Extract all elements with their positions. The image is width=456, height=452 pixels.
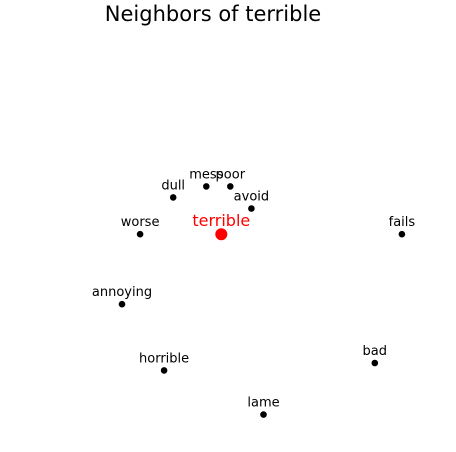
label-poor: poor [216, 167, 246, 182]
label-bad: bad [363, 344, 387, 359]
point-fails [398, 230, 406, 238]
label-worse: worse [121, 215, 160, 230]
point-dull [169, 194, 177, 201]
point-avoid [248, 205, 255, 212]
label-horrible: horrible [139, 351, 189, 366]
point-horrible [160, 367, 168, 374]
label-annoying: annoying [92, 285, 152, 300]
point-bad [371, 359, 379, 367]
label-avoid: avoid [234, 190, 269, 205]
label-mess: mess [189, 167, 223, 182]
target-label: terrible [192, 211, 250, 230]
label-fails: fails [389, 215, 416, 230]
label-lame: lame [247, 396, 279, 411]
target-point [215, 228, 228, 241]
point-annoying [118, 300, 126, 308]
label-dull: dull [161, 178, 185, 193]
point-mess [203, 183, 210, 190]
point-poor [227, 183, 234, 190]
chart-title: Neighbors of terrible [105, 2, 321, 26]
point-worse [136, 230, 144, 238]
point-lame [260, 411, 267, 418]
